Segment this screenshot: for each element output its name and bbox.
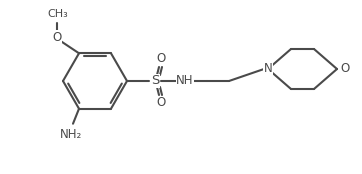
Text: O: O — [340, 62, 350, 76]
Text: NH: NH — [176, 74, 194, 88]
Text: O: O — [52, 31, 62, 44]
Text: S: S — [151, 74, 159, 88]
Text: N: N — [264, 62, 272, 76]
Text: CH₃: CH₃ — [48, 9, 68, 19]
Text: NH₂: NH₂ — [60, 128, 82, 141]
Text: O: O — [156, 53, 166, 65]
Text: O: O — [156, 97, 166, 109]
